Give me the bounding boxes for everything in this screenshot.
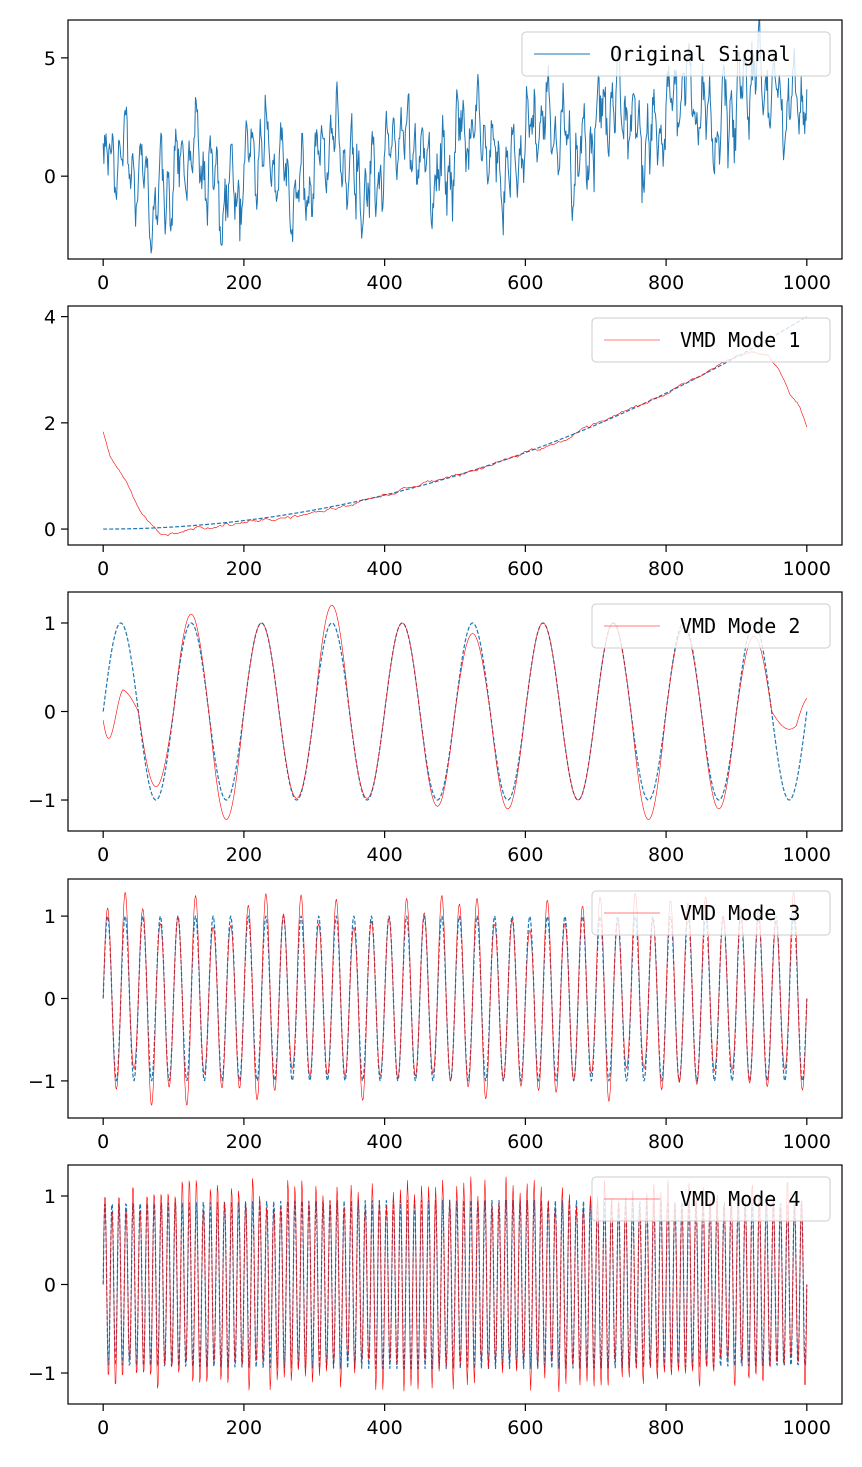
x-tick-label: 0 bbox=[97, 272, 109, 294]
x-tick-label: 1000 bbox=[783, 1417, 831, 1439]
x-tick-label: 1000 bbox=[783, 272, 831, 294]
x-tick-label: 800 bbox=[648, 558, 684, 580]
x-tick-label: 600 bbox=[507, 1417, 543, 1439]
subplot-3: 0 200 400 600 800 1000 −1 0 1 VMD Mode 2 bbox=[28, 591, 843, 866]
legend-box bbox=[591, 603, 831, 649]
legend: VMD Mode 1 bbox=[591, 317, 831, 363]
legend-label: VMD Mode 2 bbox=[680, 614, 800, 638]
x-tick-label: 400 bbox=[367, 272, 403, 294]
y-tick-label: −1 bbox=[28, 1363, 56, 1385]
y-tick-label: 0 bbox=[44, 166, 56, 188]
y-tick-label: −1 bbox=[28, 1071, 56, 1093]
legend: VMD Mode 4 bbox=[591, 1176, 831, 1222]
x-tick-label: 800 bbox=[648, 844, 684, 866]
y-tick-label: 1 bbox=[44, 613, 56, 635]
x-tick-label: 400 bbox=[367, 1131, 403, 1153]
legend-label: VMD Mode 4 bbox=[680, 1187, 800, 1211]
x-tick-label: 800 bbox=[648, 1131, 684, 1153]
y-tick-label: 0 bbox=[44, 702, 56, 724]
y-tick-label: 5 bbox=[44, 48, 56, 70]
subplot-4: 0 200 400 600 800 1000 −1 0 1 VMD Mode 3 bbox=[28, 878, 843, 1153]
y-tick-label: 0 bbox=[44, 519, 56, 541]
x-tick-label: 1000 bbox=[783, 558, 831, 580]
x-tick-label: 800 bbox=[648, 1417, 684, 1439]
x-tick-label: 400 bbox=[367, 558, 403, 580]
reference-line bbox=[103, 316, 808, 530]
y-tick-label: 1 bbox=[44, 1186, 56, 1208]
subplot-2: 0 200 400 600 800 1000 0 2 4 VMD Mode 1 bbox=[44, 305, 843, 580]
axes-frame bbox=[67, 305, 843, 546]
x-tick-label: 200 bbox=[226, 844, 262, 866]
x-tick-label: 600 bbox=[507, 272, 543, 294]
x-tick-label: 0 bbox=[97, 844, 109, 866]
legend-box bbox=[521, 31, 831, 77]
x-tick-label: 0 bbox=[97, 558, 109, 580]
x-tick-label: 600 bbox=[507, 844, 543, 866]
x-tick-label: 200 bbox=[226, 1417, 262, 1439]
x-tick-label: 0 bbox=[97, 1131, 109, 1153]
x-tick-label: 200 bbox=[226, 1131, 262, 1153]
x-tick-label: 1000 bbox=[783, 844, 831, 866]
y-tick-label: 1 bbox=[44, 906, 56, 928]
y-tick-label: 0 bbox=[44, 1275, 56, 1297]
axes-frame bbox=[67, 19, 843, 260]
legend-box bbox=[591, 317, 831, 363]
subplot-5: 0 200 400 600 800 1000 −1 0 1 VMD Mode 4 bbox=[28, 1164, 843, 1439]
legend-box bbox=[591, 1176, 831, 1222]
legend-label: VMD Mode 1 bbox=[680, 328, 800, 352]
y-tick-label: 0 bbox=[44, 989, 56, 1011]
legend-label: VMD Mode 3 bbox=[680, 901, 800, 925]
x-tick-label: 400 bbox=[367, 1417, 403, 1439]
vmd-mode-1-line bbox=[102, 351, 808, 536]
legend-label: Original Signal bbox=[610, 42, 791, 66]
x-tick-label: 600 bbox=[507, 558, 543, 580]
x-tick-label: 200 bbox=[226, 272, 262, 294]
y-tick-label: 4 bbox=[44, 307, 56, 329]
subplot-1: 0 200 400 600 800 1000 0 5 Original Signal bbox=[44, 19, 843, 294]
y-tick-label: 2 bbox=[44, 413, 56, 435]
legend: Original Signal bbox=[521, 31, 831, 77]
legend-box bbox=[591, 890, 831, 936]
y-tick-label: −1 bbox=[28, 790, 56, 812]
x-tick-label: 600 bbox=[507, 1131, 543, 1153]
x-tick-label: 200 bbox=[226, 558, 262, 580]
x-tick-label: 400 bbox=[367, 844, 403, 866]
x-tick-label: 0 bbox=[97, 1417, 109, 1439]
legend: VMD Mode 2 bbox=[591, 603, 831, 649]
x-tick-label: 1000 bbox=[783, 1131, 831, 1153]
legend: VMD Mode 3 bbox=[591, 890, 831, 936]
series-group bbox=[102, 316, 808, 536]
x-tick-label: 800 bbox=[648, 272, 684, 294]
